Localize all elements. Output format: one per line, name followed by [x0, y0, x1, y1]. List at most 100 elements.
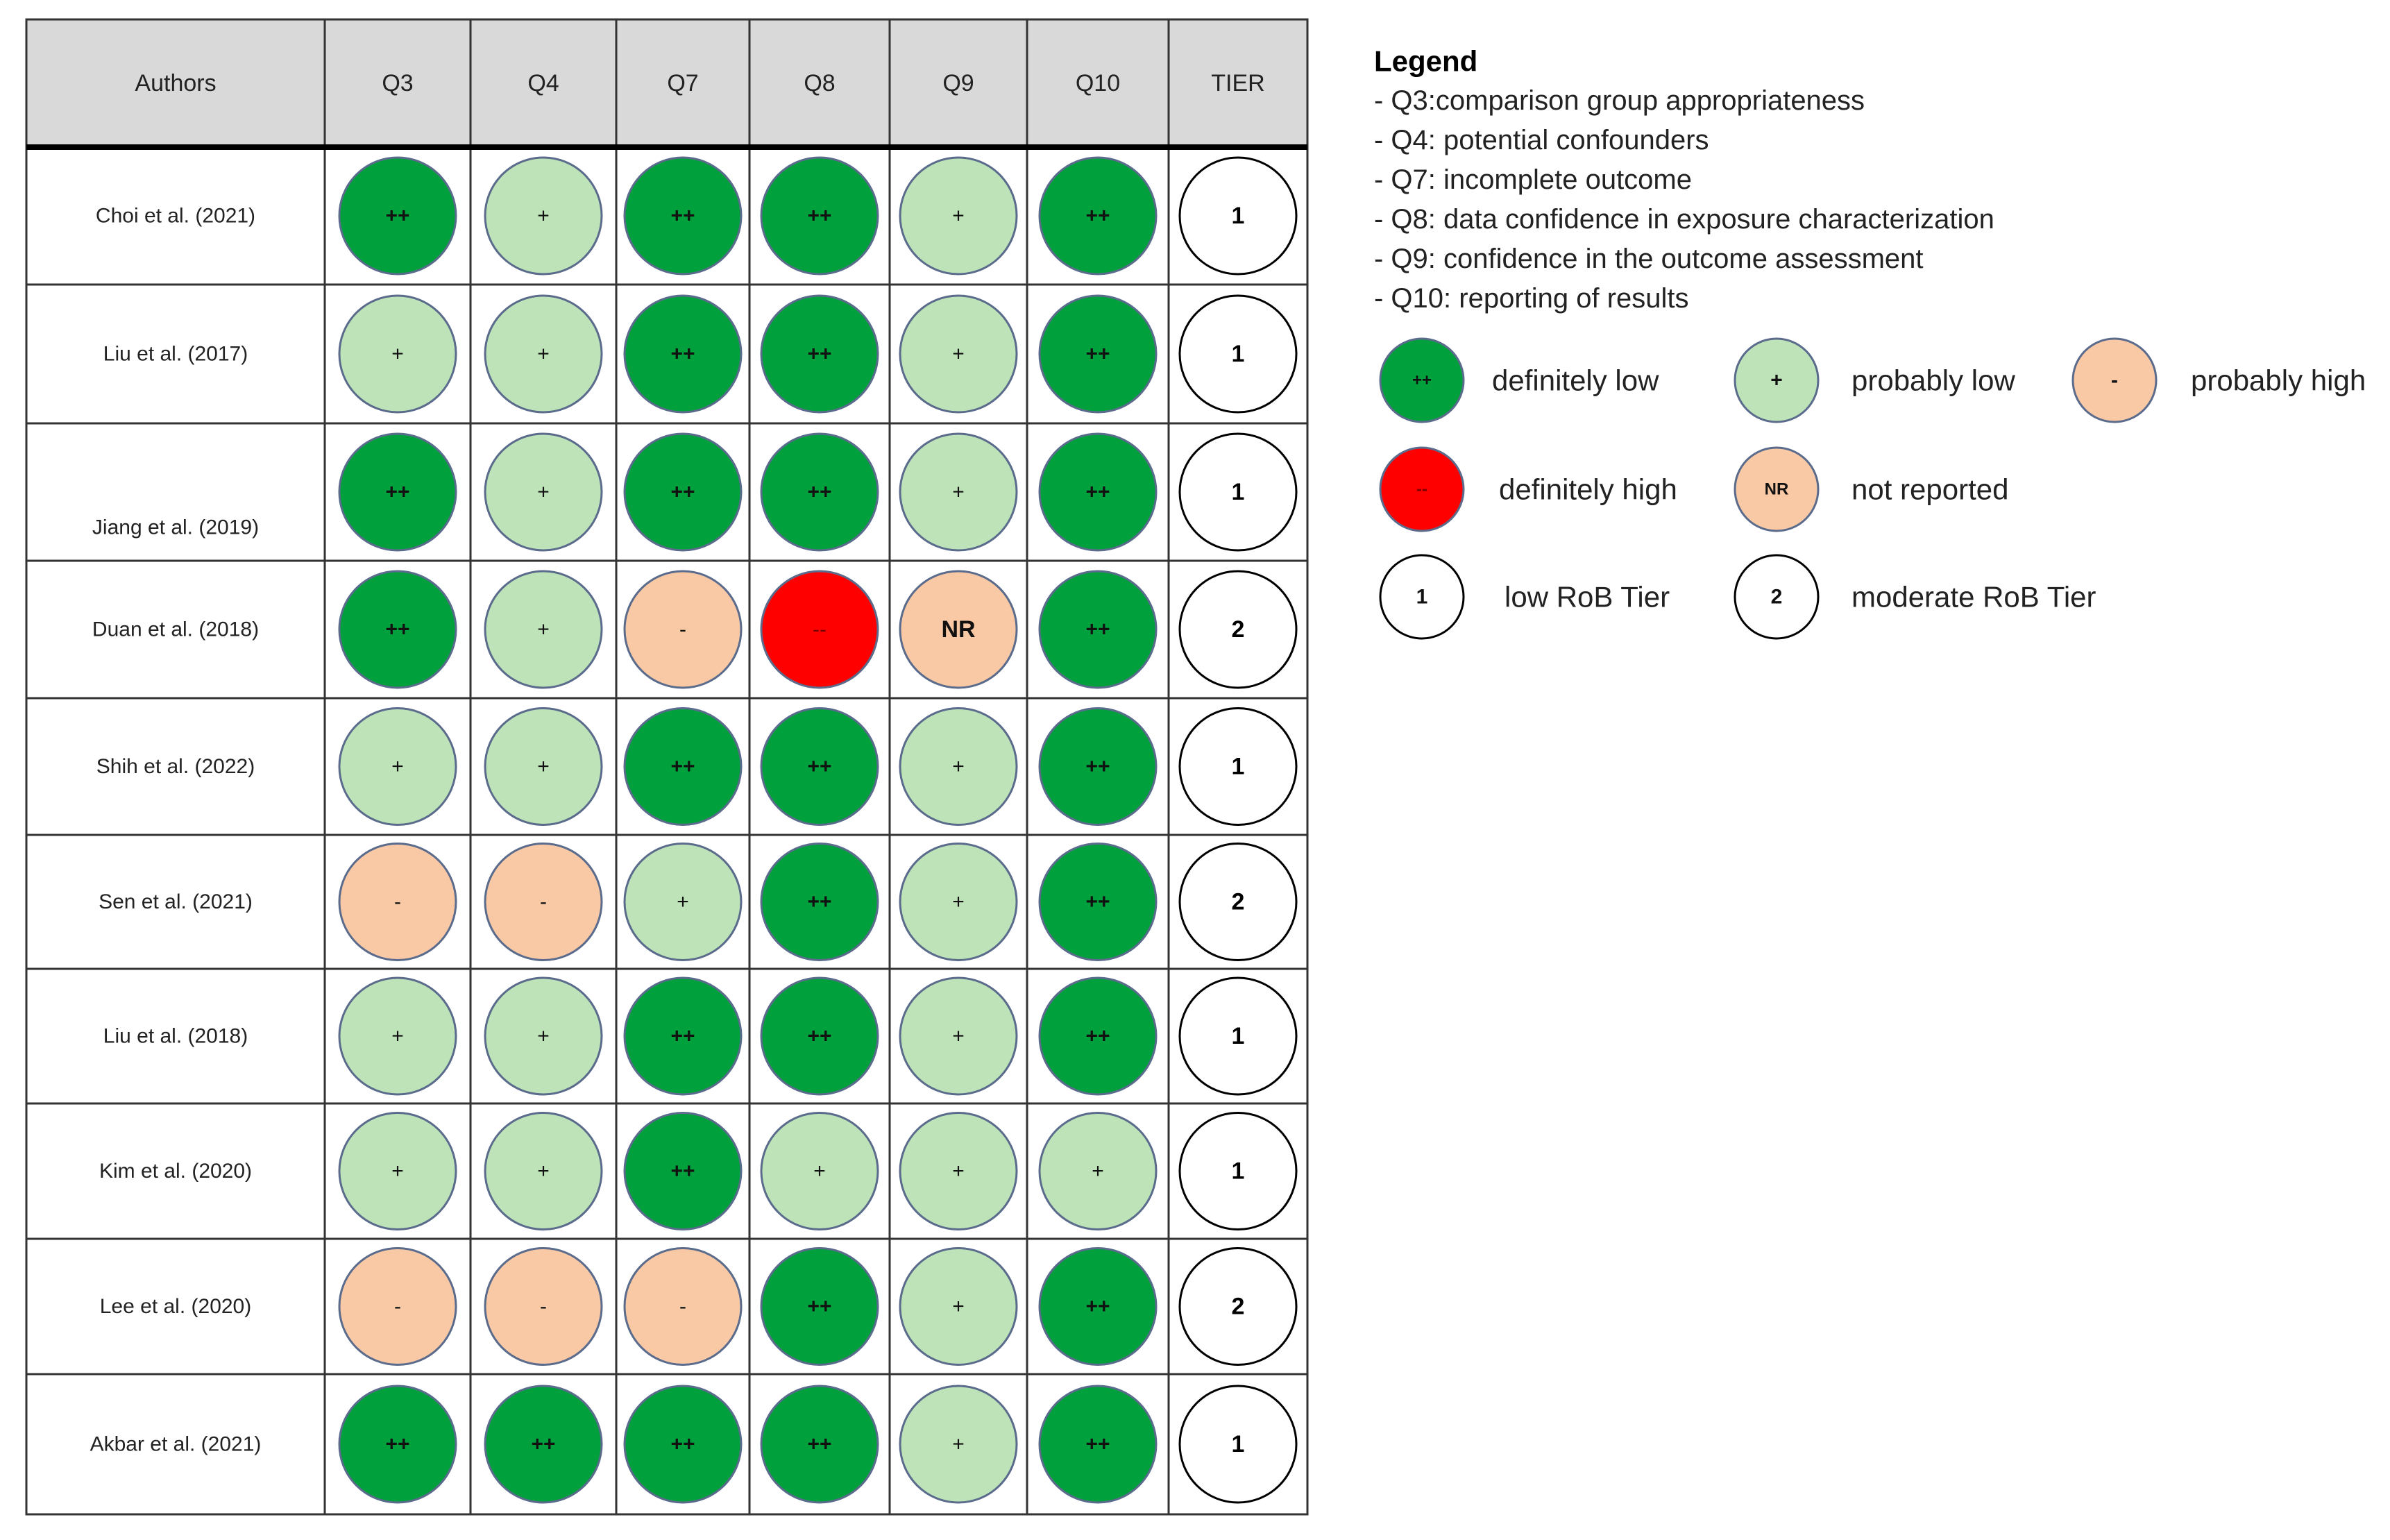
legend-key-circle	[1379, 337, 1465, 423]
rating-circle-q4	[484, 976, 603, 1096]
column-header-q8: Q8	[804, 70, 835, 96]
rating-circle-q4	[484, 294, 603, 414]
rating-symbol: ++	[807, 205, 831, 228]
rating-circle-q3	[338, 156, 457, 276]
tier-circle	[1178, 707, 1298, 826]
tier-circle	[1178, 976, 1298, 1096]
legend-definition: - Q3:comparison group appropriateness	[1374, 85, 1865, 116]
rating-circle-q9	[899, 432, 1018, 552]
legend-key-symbol: -	[2111, 369, 2118, 392]
rating-circle-q7	[623, 1112, 743, 1230]
legend-key-label: probably low	[1851, 364, 2015, 397]
tier-value: 1	[1232, 1158, 1245, 1185]
rating-symbol: +	[952, 1295, 965, 1318]
column-header-q3: Q3	[382, 70, 413, 96]
rating-circle-q7	[623, 432, 743, 552]
tier-value: 1	[1232, 341, 1245, 367]
tier-circle	[1178, 1112, 1298, 1230]
rating-symbol: -	[540, 1295, 547, 1318]
author-label: Jiang et al. (2019)	[92, 516, 259, 539]
column-header-q10: Q10	[1076, 70, 1120, 96]
rating-symbol: NR	[941, 616, 975, 643]
rating-symbol: ++	[1085, 755, 1110, 778]
legend-key-circle	[1734, 446, 1820, 532]
author-label: Kim et al. (2020)	[99, 1160, 252, 1183]
rating-symbol: ++	[385, 618, 409, 641]
rating-circle-q8	[760, 707, 879, 826]
rating-circle-q8	[760, 570, 879, 689]
author-label: Choi et al. (2021)	[96, 205, 255, 228]
rating-symbol: +	[537, 755, 550, 778]
rating-circle-q3	[338, 294, 457, 414]
rating-circle-q9	[899, 1385, 1018, 1504]
author-label: Shih et al. (2022)	[96, 755, 255, 778]
rating-symbol: ++	[1085, 481, 1110, 504]
rating-symbol: ++	[1085, 890, 1110, 913]
rating-circle-q7	[623, 156, 743, 276]
tier-value: 1	[1232, 754, 1245, 780]
rating-circle-q8	[760, 432, 879, 552]
tier-circle	[1178, 570, 1298, 689]
legend: Legend - Q3:comparison group appropriaten…	[1374, 45, 2366, 640]
rating-circle-q10	[1038, 432, 1158, 552]
rating-symbol: +	[537, 1025, 550, 1048]
legend-key-symbol: NR	[1765, 480, 1789, 499]
legend-key-circle	[1734, 554, 1820, 640]
legend-key-circle	[2071, 337, 2158, 423]
table-header-bg	[26, 19, 1307, 147]
rating-symbol: +	[952, 481, 965, 504]
column-header-tier: TIER	[1211, 70, 1264, 96]
rating-symbol: ++	[1085, 1295, 1110, 1318]
rating-symbol: +	[391, 1160, 404, 1183]
rating-symbol: +	[952, 890, 965, 913]
rating-symbol: +	[952, 205, 965, 228]
rating-symbol: --	[813, 618, 827, 641]
rating-circle-q4	[484, 432, 603, 552]
rating-symbol: +	[677, 890, 689, 913]
rating-symbol: -	[394, 890, 401, 913]
rating-circle-q3	[338, 432, 457, 552]
column-header-q7: Q7	[667, 70, 698, 96]
rating-circle-q8	[760, 1247, 879, 1366]
legend-key-label: low RoB Tier	[1505, 581, 1670, 614]
legend-key-symbol: --	[1416, 480, 1427, 499]
rating-circle-q9	[899, 570, 1018, 689]
rating-circle-q8	[760, 156, 879, 276]
tier-circle	[1178, 1385, 1298, 1504]
rating-circle-q3	[338, 1385, 457, 1504]
rating-symbol: ++	[807, 755, 831, 778]
rating-symbol: ++	[807, 1433, 831, 1456]
rating-circle-q8	[760, 1112, 879, 1230]
legend-definition: - Q10: reporting of results	[1374, 283, 1689, 314]
rating-symbol: ++	[670, 343, 695, 366]
author-label: Duan et al. (2018)	[92, 618, 259, 641]
tier-value: 1	[1232, 1023, 1245, 1049]
tier-value: 2	[1232, 1294, 1245, 1320]
rating-symbol: ++	[807, 1025, 831, 1048]
author-label: Liu et al. (2018)	[103, 1025, 248, 1048]
rating-circle-q7	[623, 294, 743, 414]
tier-circle	[1178, 156, 1298, 276]
rating-circle-q10	[1038, 843, 1158, 961]
tier-value: 1	[1232, 203, 1245, 229]
column-header-authors: Authors	[135, 70, 216, 96]
legend-definition: - Q4: potential confounders	[1374, 125, 1709, 155]
rating-symbol: +	[952, 1025, 965, 1048]
author-label: Liu et al. (2017)	[103, 343, 248, 366]
rating-circle-q3	[338, 1247, 457, 1366]
legend-key-circle	[1379, 446, 1465, 532]
author-label: Lee et al. (2020)	[100, 1295, 251, 1318]
rating-symbol: +	[537, 343, 550, 366]
tier-circle	[1178, 843, 1298, 961]
rating-symbol: -	[679, 1295, 686, 1318]
rating-circle-q9	[899, 707, 1018, 826]
rating-circle-q10	[1038, 1112, 1158, 1230]
rating-symbol: -	[679, 618, 686, 641]
legend-title: Legend	[1374, 45, 1477, 78]
rob-table: Authors Q3 Q4 Q7 Q8 Q9 Q10 TIER Choi et al. (202…	[25, 18, 1309, 1516]
tier-value: 2	[1232, 616, 1245, 643]
rating-circle-q7	[623, 1385, 743, 1504]
legend-key-circle	[1379, 554, 1465, 640]
rating-symbol: +	[1092, 1160, 1104, 1183]
rating-circle-q3	[338, 976, 457, 1096]
